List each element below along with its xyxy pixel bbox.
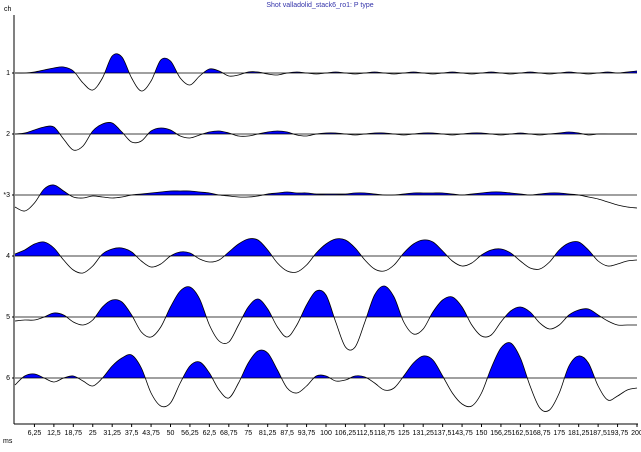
x-tick-label: 106,25 — [335, 430, 357, 437]
x-tick-label: 118,75 — [374, 430, 395, 437]
x-tick-label: 137,5 — [434, 430, 452, 437]
x-tick-label: 150 — [476, 430, 488, 437]
positive-fill — [15, 238, 637, 256]
positive-fill — [15, 122, 637, 134]
x-tick-label: 162,5 — [512, 430, 530, 437]
x-tick-label: 200 — [631, 430, 641, 437]
x-tick-label: 6,25 — [28, 430, 42, 437]
positive-fill — [15, 285, 637, 317]
channel-label: 1 — [6, 70, 10, 77]
x-axis-label: ms — [3, 438, 13, 445]
channel-label: 4 — [6, 253, 10, 260]
x-tick-label: 75 — [244, 430, 252, 437]
trace-line — [14, 285, 637, 351]
x-tick-label: 37,5 — [125, 430, 139, 437]
x-tick-label: 143,75 — [451, 430, 473, 437]
x-tick-label: 87,5 — [280, 430, 294, 437]
x-tick-label: 12,5 — [47, 430, 61, 437]
trace-line — [14, 53, 638, 92]
channel-label: 6 — [6, 375, 10, 382]
x-tick-label: 31,25 — [103, 430, 121, 437]
positive-fill — [15, 342, 637, 378]
x-tick-label: 56,25 — [181, 430, 199, 437]
y-axis-label: ch — [4, 6, 12, 13]
x-tick-label: 100 — [320, 430, 332, 437]
x-tick-label: 81,25 — [259, 430, 277, 437]
x-tick-label: 50 — [167, 430, 175, 437]
trace-line — [14, 121, 637, 151]
x-tick-label: 112,5 — [356, 430, 373, 437]
x-tick-label: 62,5 — [203, 430, 217, 437]
x-tick-label: 175 — [553, 430, 565, 437]
x-tick-label: 93,75 — [298, 430, 316, 437]
x-tick-label: 25 — [89, 430, 97, 437]
x-tick-label: 187,5 — [589, 430, 607, 437]
channel-label: *3 — [3, 192, 10, 199]
chart-title: Shot valladolid_stack6_ro1: P type — [266, 2, 373, 9]
channel-label: 5 — [6, 314, 10, 321]
x-tick-label: 18,75 — [65, 430, 83, 437]
trace-line — [14, 184, 638, 212]
x-tick-label: 125 — [398, 430, 410, 437]
x-tick-label: 43,75 — [142, 430, 160, 437]
positive-fill — [15, 184, 637, 195]
x-tick-label: 181,25 — [568, 430, 590, 437]
trace-line — [14, 238, 638, 274]
x-tick-label: 168,75 — [529, 430, 551, 437]
x-tick-label: 193,75 — [607, 430, 629, 437]
x-tick-label: 156,25 — [490, 430, 512, 437]
x-tick-label: 68,75 — [220, 430, 238, 437]
trace-line — [14, 342, 638, 412]
positive-fill — [15, 53, 637, 73]
x-tick-label: 131,25 — [412, 430, 434, 437]
channel-label: 2 — [6, 131, 10, 138]
